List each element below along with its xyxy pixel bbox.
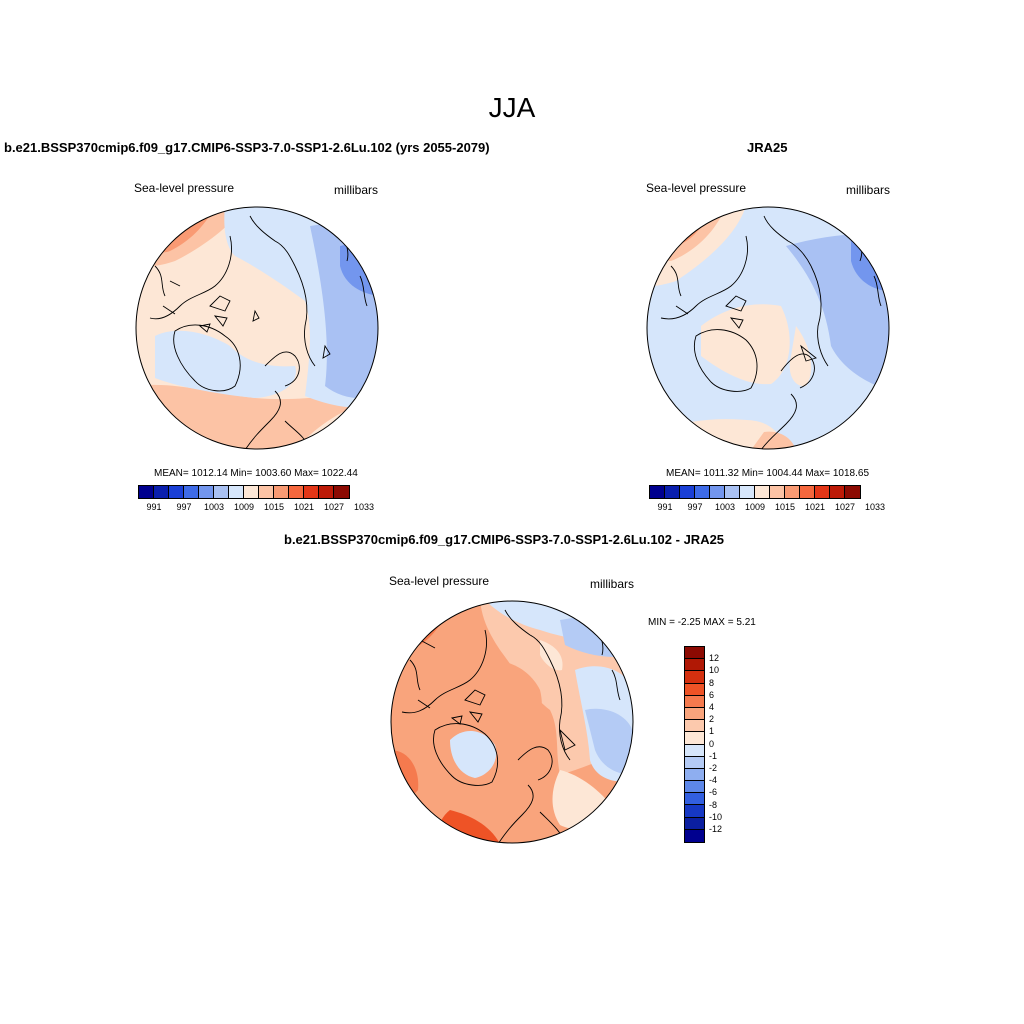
colorbar-tick-label: -10 (709, 811, 723, 822)
colorbar-tick-label: 991 (657, 502, 673, 512)
season-title: JJA (488, 92, 536, 123)
colorbar-swatch (685, 768, 704, 782)
colorbar-swatch (685, 817, 704, 830)
colorbar-swatch (685, 781, 704, 794)
colorbar-swatch (229, 486, 244, 498)
diff-polar-map (390, 600, 634, 844)
colorbar-swatch (685, 829, 704, 842)
obs-units-label: millibars (846, 183, 891, 197)
colorbar-swatch (154, 486, 169, 498)
diff-field-label: Sea-level pressure (389, 574, 490, 588)
colorbar-tick-label: -8 (709, 799, 718, 810)
colorbar-tick-label: 8 (709, 677, 715, 688)
colorbar-swatch (184, 486, 199, 498)
colorbar-swatch (199, 486, 214, 498)
colorbar-swatch (800, 486, 815, 498)
colorbar-tick-label: 12 (709, 653, 720, 664)
colorbar-tick-label: 1003 (203, 502, 225, 512)
colorbar-swatch (845, 486, 860, 498)
obs-stats: MEAN= 1011.32 Min= 1004.44 Max= 1018.65 (666, 468, 870, 479)
colorbar-tick-label: 1 (709, 726, 715, 737)
colorbar-swatch (685, 720, 704, 733)
colorbar-swatch (710, 486, 725, 498)
diff-panel-title: b.e21.BSSP370cmip6.f09_g17.CMIP6-SSP3-7.… (284, 532, 725, 547)
colorbar-swatch (304, 486, 319, 498)
colorbar-swatch (259, 486, 274, 498)
colorbar-swatch (685, 744, 704, 757)
colorbar-swatch (289, 486, 304, 498)
colorbar-swatch (139, 486, 154, 498)
colorbar-swatch (725, 486, 740, 498)
colorbar-swatch (685, 732, 704, 745)
colorbar-swatch (685, 793, 704, 806)
colorbar-swatch (830, 486, 845, 498)
colorbar-tick-label: 1015 (774, 502, 796, 512)
colorbar-tick-label: 1015 (263, 502, 285, 512)
diff-units-label: millibars (590, 577, 635, 591)
model-units-label: millibars (334, 183, 379, 197)
colorbar-tick-label: 0 (709, 738, 715, 749)
colorbar-swatch (244, 486, 259, 498)
colorbar-swatch (665, 486, 680, 498)
colorbar-swatch (685, 695, 704, 708)
colorbar-tick-label: 1027 (323, 502, 345, 512)
colorbar-swatch (319, 486, 334, 498)
model-colorbar (138, 485, 350, 499)
colorbar-swatch (685, 756, 704, 769)
colorbar-swatch (334, 486, 349, 498)
colorbar-tick-label: 1033 (353, 502, 375, 512)
obs-panel-title: JRA25 (747, 140, 788, 155)
colorbar-swatch (685, 805, 704, 818)
colorbar-swatch (685, 659, 704, 672)
colorbar-swatch (274, 486, 289, 498)
colorbar-swatch (755, 486, 770, 498)
obs-polar-map (646, 206, 890, 450)
colorbar-swatch (785, 486, 800, 498)
colorbar-swatch (685, 707, 704, 721)
colorbar-swatch (695, 486, 710, 498)
colorbar-tick-label: 2 (709, 714, 715, 725)
colorbar-tick-label: -2 (709, 763, 718, 773)
colorbar-tick-label: 1009 (233, 502, 255, 512)
model-field-label: Sea-level pressure (134, 181, 235, 195)
colorbar-tick-label: -4 (709, 775, 718, 786)
colorbar-swatch (685, 647, 704, 660)
colorbar-tick-label: 1021 (293, 502, 315, 512)
colorbar-tick-label: 1033 (864, 502, 886, 512)
colorbar-tick-label: 997 (176, 502, 192, 512)
obs-colorbar (649, 485, 861, 499)
colorbar-swatch (815, 486, 830, 498)
colorbar-tick-label: 1021 (804, 502, 826, 512)
colorbar-swatch (685, 671, 704, 684)
colorbar-swatch (740, 486, 755, 498)
obs-field-label: Sea-level pressure (646, 181, 747, 195)
colorbar-tick-label: 997 (687, 502, 703, 512)
colorbar-tick-label: -12 (709, 824, 723, 834)
colorbar-tick-label: -6 (709, 787, 718, 798)
colorbar-tick-label: 4 (709, 702, 715, 712)
colorbar-tick-label: 1027 (834, 502, 856, 512)
colorbar-tick-label: 10 (709, 665, 720, 676)
colorbar-swatch (169, 486, 184, 498)
colorbar-swatch (680, 486, 695, 498)
colorbar-tick-label: 6 (709, 689, 715, 700)
colorbar-swatch (685, 683, 704, 696)
colorbar-swatch (650, 486, 665, 498)
model-stats: MEAN= 1012.14 Min= 1003.60 Max= 1022.44 (154, 468, 358, 479)
colorbar-swatch (770, 486, 785, 498)
diff-colorbar (684, 646, 705, 843)
model-panel-title: b.e21.BSSP370cmip6.f09_g17.CMIP6-SSP3-7.… (4, 140, 490, 155)
colorbar-swatch (214, 486, 229, 498)
colorbar-tick-label: 991 (146, 502, 162, 512)
colorbar-tick-label: 1003 (714, 502, 736, 512)
diff-stats: MIN = -2.25 MAX = 5.21 (648, 617, 756, 628)
colorbar-tick-label: 1009 (744, 502, 766, 512)
model-polar-map (135, 206, 379, 450)
colorbar-tick-label: -1 (709, 750, 718, 761)
